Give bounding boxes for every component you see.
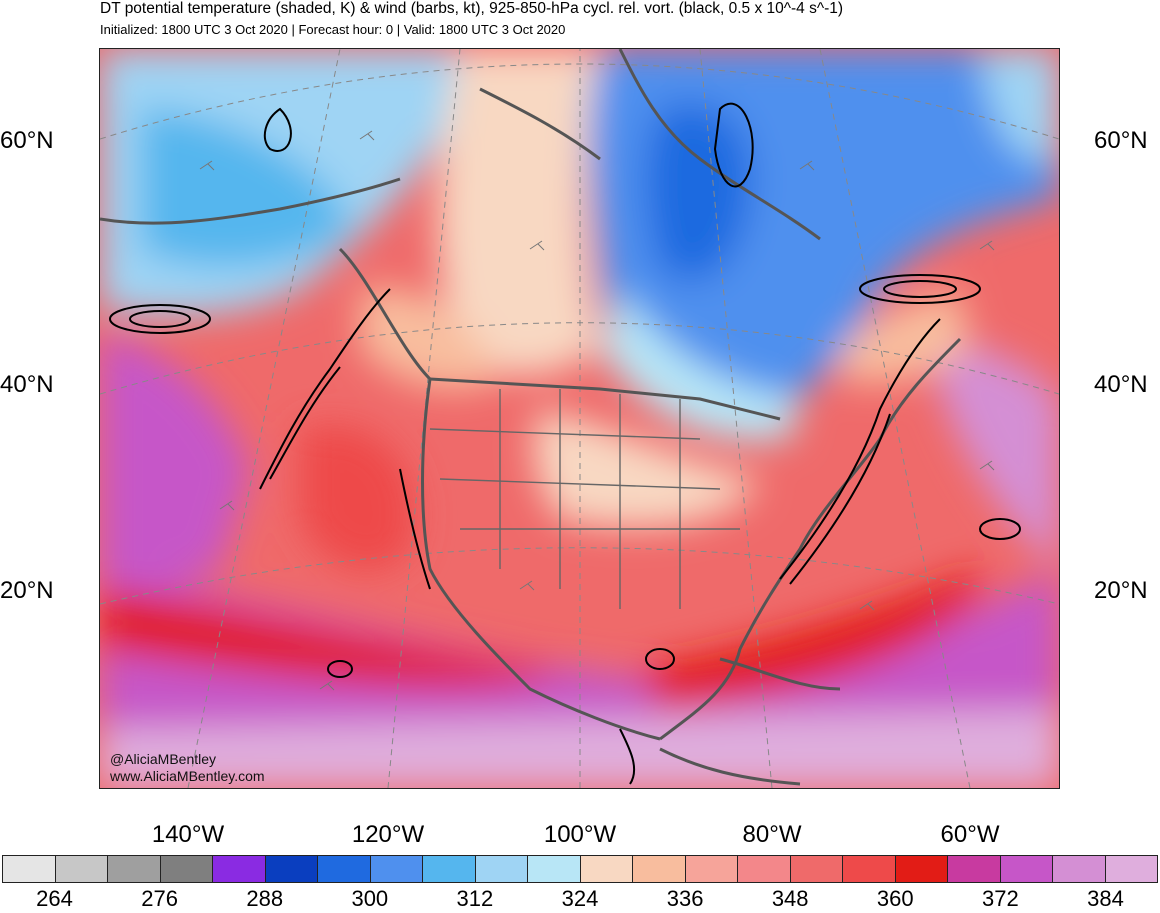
lat-label-60n-right: 60°N (1094, 127, 1148, 154)
colorbar-swatch (55, 856, 108, 882)
credit-site: www.AliciaMBentley.com (110, 768, 265, 784)
lat-label-40n-right: 40°N (1094, 371, 1148, 398)
credit-handle: @AliciaMBentley (110, 751, 217, 767)
colorbar-swatch (685, 856, 738, 882)
colorbar-swatch (3, 856, 56, 882)
colorbar-swatch (475, 856, 528, 882)
colorbar-tick-label: 288 (246, 886, 284, 911)
colorbar-swatch (790, 856, 843, 882)
colorbar-tick-label: 360 (876, 886, 914, 911)
map-graphic (100, 49, 1059, 788)
lat-label-20n-left: 20°N (0, 577, 54, 604)
colorbar (2, 855, 1158, 883)
lat-label-60n-left: 60°N (0, 127, 54, 154)
lat-label-40n-left: 40°N (0, 371, 54, 398)
colorbar-tick-label: 336 (666, 886, 704, 911)
colorbar-tick-label: 300 (351, 886, 389, 911)
wind-barbs (199, 130, 995, 691)
colorbar-swatch (1000, 856, 1053, 882)
colorbar-swatch (580, 856, 633, 882)
colorbar-swatch (213, 856, 266, 882)
vorticity-contours (109, 102, 1021, 785)
colorbar-swatch (1053, 856, 1106, 882)
colorbar-swatch (528, 856, 581, 882)
colorbar-swatch (370, 856, 423, 882)
coastlines (100, 49, 962, 786)
colorbar-swatch (738, 856, 791, 882)
colorbar-swatch (633, 856, 686, 882)
colorbar-swatch (423, 856, 476, 882)
colorbar-tick-label: 312 (456, 886, 494, 911)
lon-label-120w: 120°W (351, 821, 425, 848)
colorbar-swatch (160, 856, 213, 882)
map-title: DT potential temperature (shaded, K) & w… (100, 0, 844, 17)
colorbar-tick-label: 384 (1087, 886, 1124, 911)
colorbar-tick-label: 372 (982, 886, 1019, 911)
colorbar-swatch (318, 856, 371, 882)
lon-label-100w: 100°W (543, 821, 617, 848)
colorbar-tick-label: 264 (36, 886, 73, 911)
colorbar-swatch (843, 856, 896, 882)
lon-label-140w: 140°W (151, 821, 225, 848)
map-panel: @AliciaMBentley www.AliciaMBentley.com (99, 48, 1060, 789)
colorbar-swatch (108, 856, 161, 882)
colorbar-tick-label: 276 (141, 886, 178, 911)
lon-label-80w: 80°W (742, 821, 802, 848)
colorbar-swatch (895, 856, 948, 882)
colorbar-tick-label: 348 (771, 886, 809, 911)
colorbar-swatch (265, 856, 318, 882)
colorbar-tick-label: 324 (561, 886, 599, 911)
lon-label-60w: 60°W (940, 821, 1000, 848)
lat-label-20n-right: 20°N (1094, 577, 1148, 604)
state-borders (429, 389, 740, 609)
map-subtitle: Initialized: 1800 UTC 3 Oct 2020 | Forec… (100, 22, 566, 37)
colorbar-swatch (1105, 856, 1157, 882)
graticule (100, 49, 1059, 788)
colorbar-swatch (948, 856, 1001, 882)
